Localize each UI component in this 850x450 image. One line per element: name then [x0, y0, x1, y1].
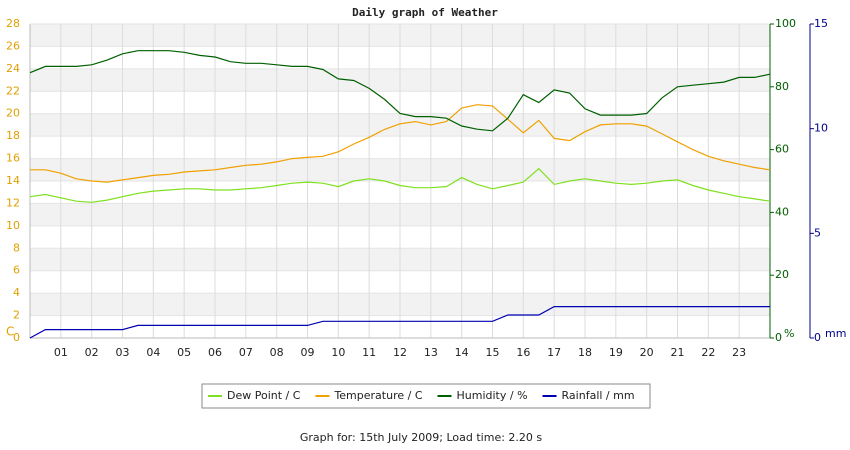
- x-tick-label: 09: [301, 346, 315, 359]
- y3-tick-label: 15: [814, 17, 828, 30]
- y-tick-label: 28: [6, 17, 20, 30]
- series-line: [29, 50, 771, 132]
- legend-box: [201, 383, 651, 409]
- y-tick-label: 2: [13, 309, 20, 322]
- y2-tick-label: 20: [775, 268, 789, 281]
- y2-tick-label: 100: [775, 17, 796, 30]
- y-tick-label: 20: [6, 107, 20, 120]
- y-tick-label: 26: [6, 39, 20, 52]
- x-tick-label: 14: [455, 346, 469, 359]
- y3-tick-label: 10: [814, 122, 828, 135]
- y2-axis-unit: %: [784, 327, 794, 340]
- footer: Graph for: 15th July 2009; Load time: 2.…: [300, 431, 543, 444]
- x-tick-label: 23: [732, 346, 746, 359]
- x-tick-label: 16: [516, 346, 530, 359]
- x-tick-label: 15: [486, 346, 500, 359]
- legend-label: Dew Point / C: [227, 389, 301, 402]
- x-tick-label: 19: [609, 346, 623, 359]
- series-line: [30, 104, 771, 183]
- x-tick-label: 01: [54, 346, 68, 359]
- y2-tick-label: 60: [775, 143, 789, 156]
- x-tick-label: 17: [547, 346, 561, 359]
- y-tick-label: 22: [6, 84, 20, 97]
- series-line: [29, 306, 770, 339]
- x-tick-label: 12: [393, 346, 407, 359]
- legend-label: Rainfall / mm: [562, 389, 635, 402]
- y-tick-label: 10: [6, 219, 20, 232]
- x-tick-label: 08: [270, 346, 284, 359]
- x-tick-label: 07: [239, 346, 253, 359]
- chart-title: Daily graph of Weather: [352, 6, 498, 19]
- y2-tick-label: 0: [775, 331, 782, 344]
- y-tick-label: 16: [6, 152, 20, 165]
- series-line: [29, 167, 771, 203]
- y3-tick-label: 5: [814, 226, 821, 239]
- y-tick-label: 8: [13, 241, 20, 254]
- x-tick-label: 13: [424, 346, 438, 359]
- x-tick-label: 03: [116, 346, 130, 359]
- x-tick-label: 10: [331, 346, 345, 359]
- y-tick-label: 0: [13, 331, 20, 344]
- x-tick-label: 02: [85, 346, 99, 359]
- y2-tick-label: 40: [775, 205, 789, 218]
- y-tick-label: 12: [6, 196, 20, 209]
- y-axis-unit: C: [6, 325, 14, 339]
- x-tick-label: 21: [671, 346, 685, 359]
- y3-axis-unit: mm: [825, 327, 846, 340]
- x-tick-label: 22: [701, 346, 715, 359]
- y3-tick-label: 0: [814, 331, 821, 344]
- y-tick-label: 24: [6, 62, 20, 75]
- x-tick-label: 05: [177, 346, 191, 359]
- legend-label: Humidity / %: [457, 389, 528, 402]
- y-tick-label: 4: [13, 286, 20, 299]
- y-tick-label: 14: [6, 174, 20, 187]
- x-tick-label: 11: [362, 346, 376, 359]
- x-tick-label: 06: [208, 346, 222, 359]
- y-tick-label: 18: [6, 129, 20, 142]
- y-tick-label: 6: [13, 264, 20, 277]
- x-tick-label: 20: [640, 346, 654, 359]
- x-tick-label: 18: [578, 346, 592, 359]
- legend-label: Temperature / C: [333, 389, 422, 402]
- x-tick-label: 04: [146, 346, 160, 359]
- y2-tick-label: 80: [775, 80, 789, 93]
